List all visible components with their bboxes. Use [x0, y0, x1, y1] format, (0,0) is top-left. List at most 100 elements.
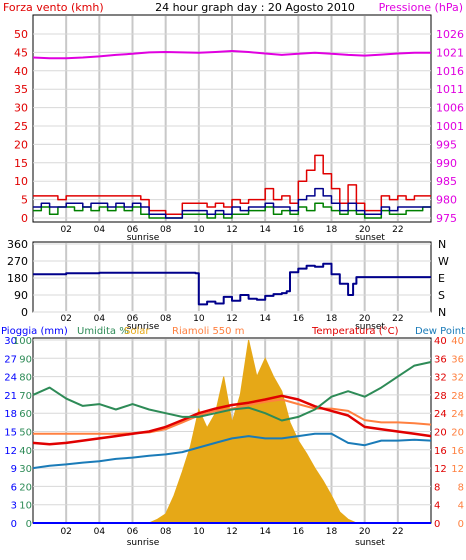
wind-axis-title: Forza vento (kmh) [3, 1, 104, 14]
hour-tick-label: 18 [326, 314, 338, 324]
axis-tick-label: 1021 [436, 46, 464, 59]
axis-tick-label: 27 [4, 354, 17, 365]
axis-tick-label: 180 [7, 272, 28, 285]
axis-tick-label: 20 [451, 428, 464, 439]
axis-tick-label: 1026 [436, 28, 464, 41]
axis-tick-label: 0 [26, 519, 32, 530]
axis-tick-label: 15 [4, 428, 17, 439]
axis-tick-label: 12 [451, 464, 464, 475]
hour-tick-label: 08 [160, 225, 172, 235]
hour-tick-label: 04 [94, 225, 106, 235]
axis-tick-label: 32 [451, 373, 464, 384]
axis-tick-label: 0 [11, 519, 17, 530]
axis-tick-label: 0 [434, 519, 440, 530]
axis-tick-label: 90 [19, 354, 32, 365]
hour-tick-label: 10 [193, 527, 205, 537]
temperature-hour-ticks: 02 04 06 08 10 12 14 16 18 20 22 [60, 527, 403, 537]
wind-pressure-series [32, 50, 431, 219]
temperature-panel: Pioggia (mm) Umidita % Solar Riamoli 550… [1, 326, 465, 548]
hour-tick-label: 08 [160, 527, 172, 537]
pressure-axis-title: Pressione (hPa) [379, 1, 463, 14]
rain-axis-ticks: 0 3 6 9 12 15 18 21 24 27 30 [4, 336, 17, 530]
hour-axis-ticks: 02 04 06 08 10 12 14 16 18 20 22 [60, 225, 403, 235]
axis-tick-label: 20 [434, 428, 447, 439]
axis-tick-label: 8 [434, 482, 440, 493]
axis-tick-label: 70 [19, 391, 32, 402]
axis-tick-label: 12 [434, 464, 447, 475]
axis-tick-label: 18 [4, 409, 17, 420]
axis-tick-label: 4 [458, 501, 464, 512]
hour-tick-label: 16 [293, 314, 305, 324]
axis-tick-label: 3 [11, 501, 17, 512]
axis-tick-label: 30 [14, 102, 28, 115]
hour-tick-label: 16 [293, 527, 305, 537]
temperature-axis-ticks: 0 4 8 12 16 20 24 28 32 36 40 [434, 336, 447, 530]
avg-wind-series [33, 187, 431, 219]
axis-tick-label: 1016 [436, 65, 464, 78]
axis-tick-label: 21 [4, 391, 17, 402]
axis-tick-label: 10 [19, 501, 32, 512]
axis-tick-label: 12 [4, 446, 17, 457]
direction-degree-ticks: 0 90 180 270 360 [7, 238, 28, 319]
hour-tick-label: 04 [94, 527, 106, 537]
hour-tick-label: 02 [60, 314, 71, 324]
dewpoint-axis-title: Dew Point [415, 326, 465, 337]
solar-axis-title: Solar [124, 326, 150, 337]
axis-tick-label: N [438, 306, 446, 319]
axis-tick-label: 10 [14, 175, 28, 188]
sunrise-label: sunrise [127, 233, 160, 243]
hour-tick-label: 22 [392, 527, 403, 537]
humidity-series [32, 361, 432, 422]
axis-tick-label: 100 [13, 336, 32, 347]
hour-tick-label: 20 [359, 225, 371, 235]
axis-tick-label: E [438, 272, 445, 285]
axis-tick-label: 8 [458, 482, 464, 493]
axis-tick-label: 15 [14, 157, 28, 170]
axis-tick-label: 50 [19, 428, 32, 439]
hour-tick-label: 14 [259, 314, 271, 324]
axis-tick-label: 6 [11, 482, 17, 493]
hour-tick-label: 14 [259, 527, 271, 537]
axis-tick-label: 20 [19, 482, 32, 493]
temperature-series [32, 339, 432, 524]
axis-tick-label: 35 [14, 83, 28, 96]
axis-tick-label: 975 [436, 212, 457, 225]
axis-tick-label: 1011 [436, 83, 464, 96]
axis-tick-label: 36 [434, 354, 447, 365]
axis-tick-label: 1006 [436, 102, 464, 115]
graph-title: 24 hour graph day : 20 Agosto 2010 [155, 1, 355, 14]
axis-tick-label: 30 [19, 464, 32, 475]
hour-tick-label: 02 [60, 225, 71, 235]
axis-tick-label: 990 [436, 157, 457, 170]
axis-tick-label: 60 [19, 409, 32, 420]
axis-tick-label: 1001 [436, 120, 464, 133]
wind-pressure-panel: Forza vento (kmh) 24 hour graph day : 20… [3, 1, 464, 243]
temperature-series [32, 394, 432, 446]
axis-tick-label: 16 [434, 446, 447, 457]
direction-sunrise-label: sunrise [127, 322, 160, 332]
axis-tick-label: 90 [14, 289, 28, 302]
axis-tick-label: 24 [434, 409, 447, 420]
hour-tick-label: 22 [392, 225, 403, 235]
axis-tick-label: 995 [436, 138, 457, 151]
hour-tick-label: 22 [392, 314, 403, 324]
hour-tick-label: 20 [359, 314, 371, 324]
temperature-sunset-label: sunset [355, 538, 385, 548]
axis-tick-label: 20 [14, 138, 28, 151]
axis-tick-label: W [438, 255, 449, 268]
axis-tick-label: 0 [21, 212, 28, 225]
wind-axis-ticks: 0 5 10 15 20 25 30 35 40 45 50 [14, 28, 28, 225]
hour-tick-label: 06 [127, 527, 139, 537]
axis-tick-label: 270 [7, 255, 28, 268]
hour-tick-label: 10 [193, 225, 205, 235]
hour-tick-label: 04 [94, 314, 106, 324]
axis-tick-label: 32 [434, 373, 447, 384]
axis-tick-label: 25 [14, 120, 28, 133]
hour-tick-label: 12 [226, 225, 237, 235]
axis-tick-label: 24 [4, 373, 17, 384]
hour-tick-label: 16 [293, 225, 305, 235]
hour-tick-label: 12 [226, 314, 237, 324]
